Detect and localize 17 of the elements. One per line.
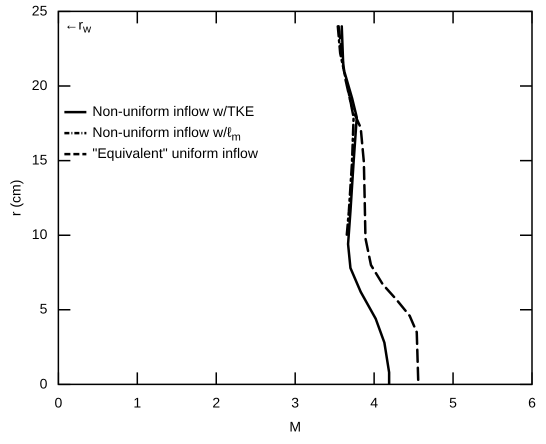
y-tick-label: 5 [40, 300, 48, 317]
y-tick-label: 20 [32, 76, 48, 93]
y-tick-label: 15 [32, 151, 48, 168]
x-axis-title: M [289, 418, 302, 434]
y-tick-label: 25 [32, 2, 48, 18]
legend-label: "Equivalent" uniform inflow [92, 144, 259, 161]
x-tick-label: 6 [528, 394, 536, 411]
x-tick-label: 2 [212, 394, 220, 411]
x-tick-label: 3 [291, 394, 300, 411]
y-tick-label: 0 [40, 375, 48, 392]
x-tick-label: 1 [133, 394, 142, 411]
y-axis-title: r (cm) [7, 180, 24, 216]
legend-label: Non-uniform inflow w/TKE [92, 102, 254, 119]
x-tick-label: 0 [54, 394, 62, 411]
x-tick-label: 4 [370, 394, 378, 411]
y-tick-label: 10 [32, 226, 48, 242]
x-tick-label: 5 [449, 394, 458, 411]
